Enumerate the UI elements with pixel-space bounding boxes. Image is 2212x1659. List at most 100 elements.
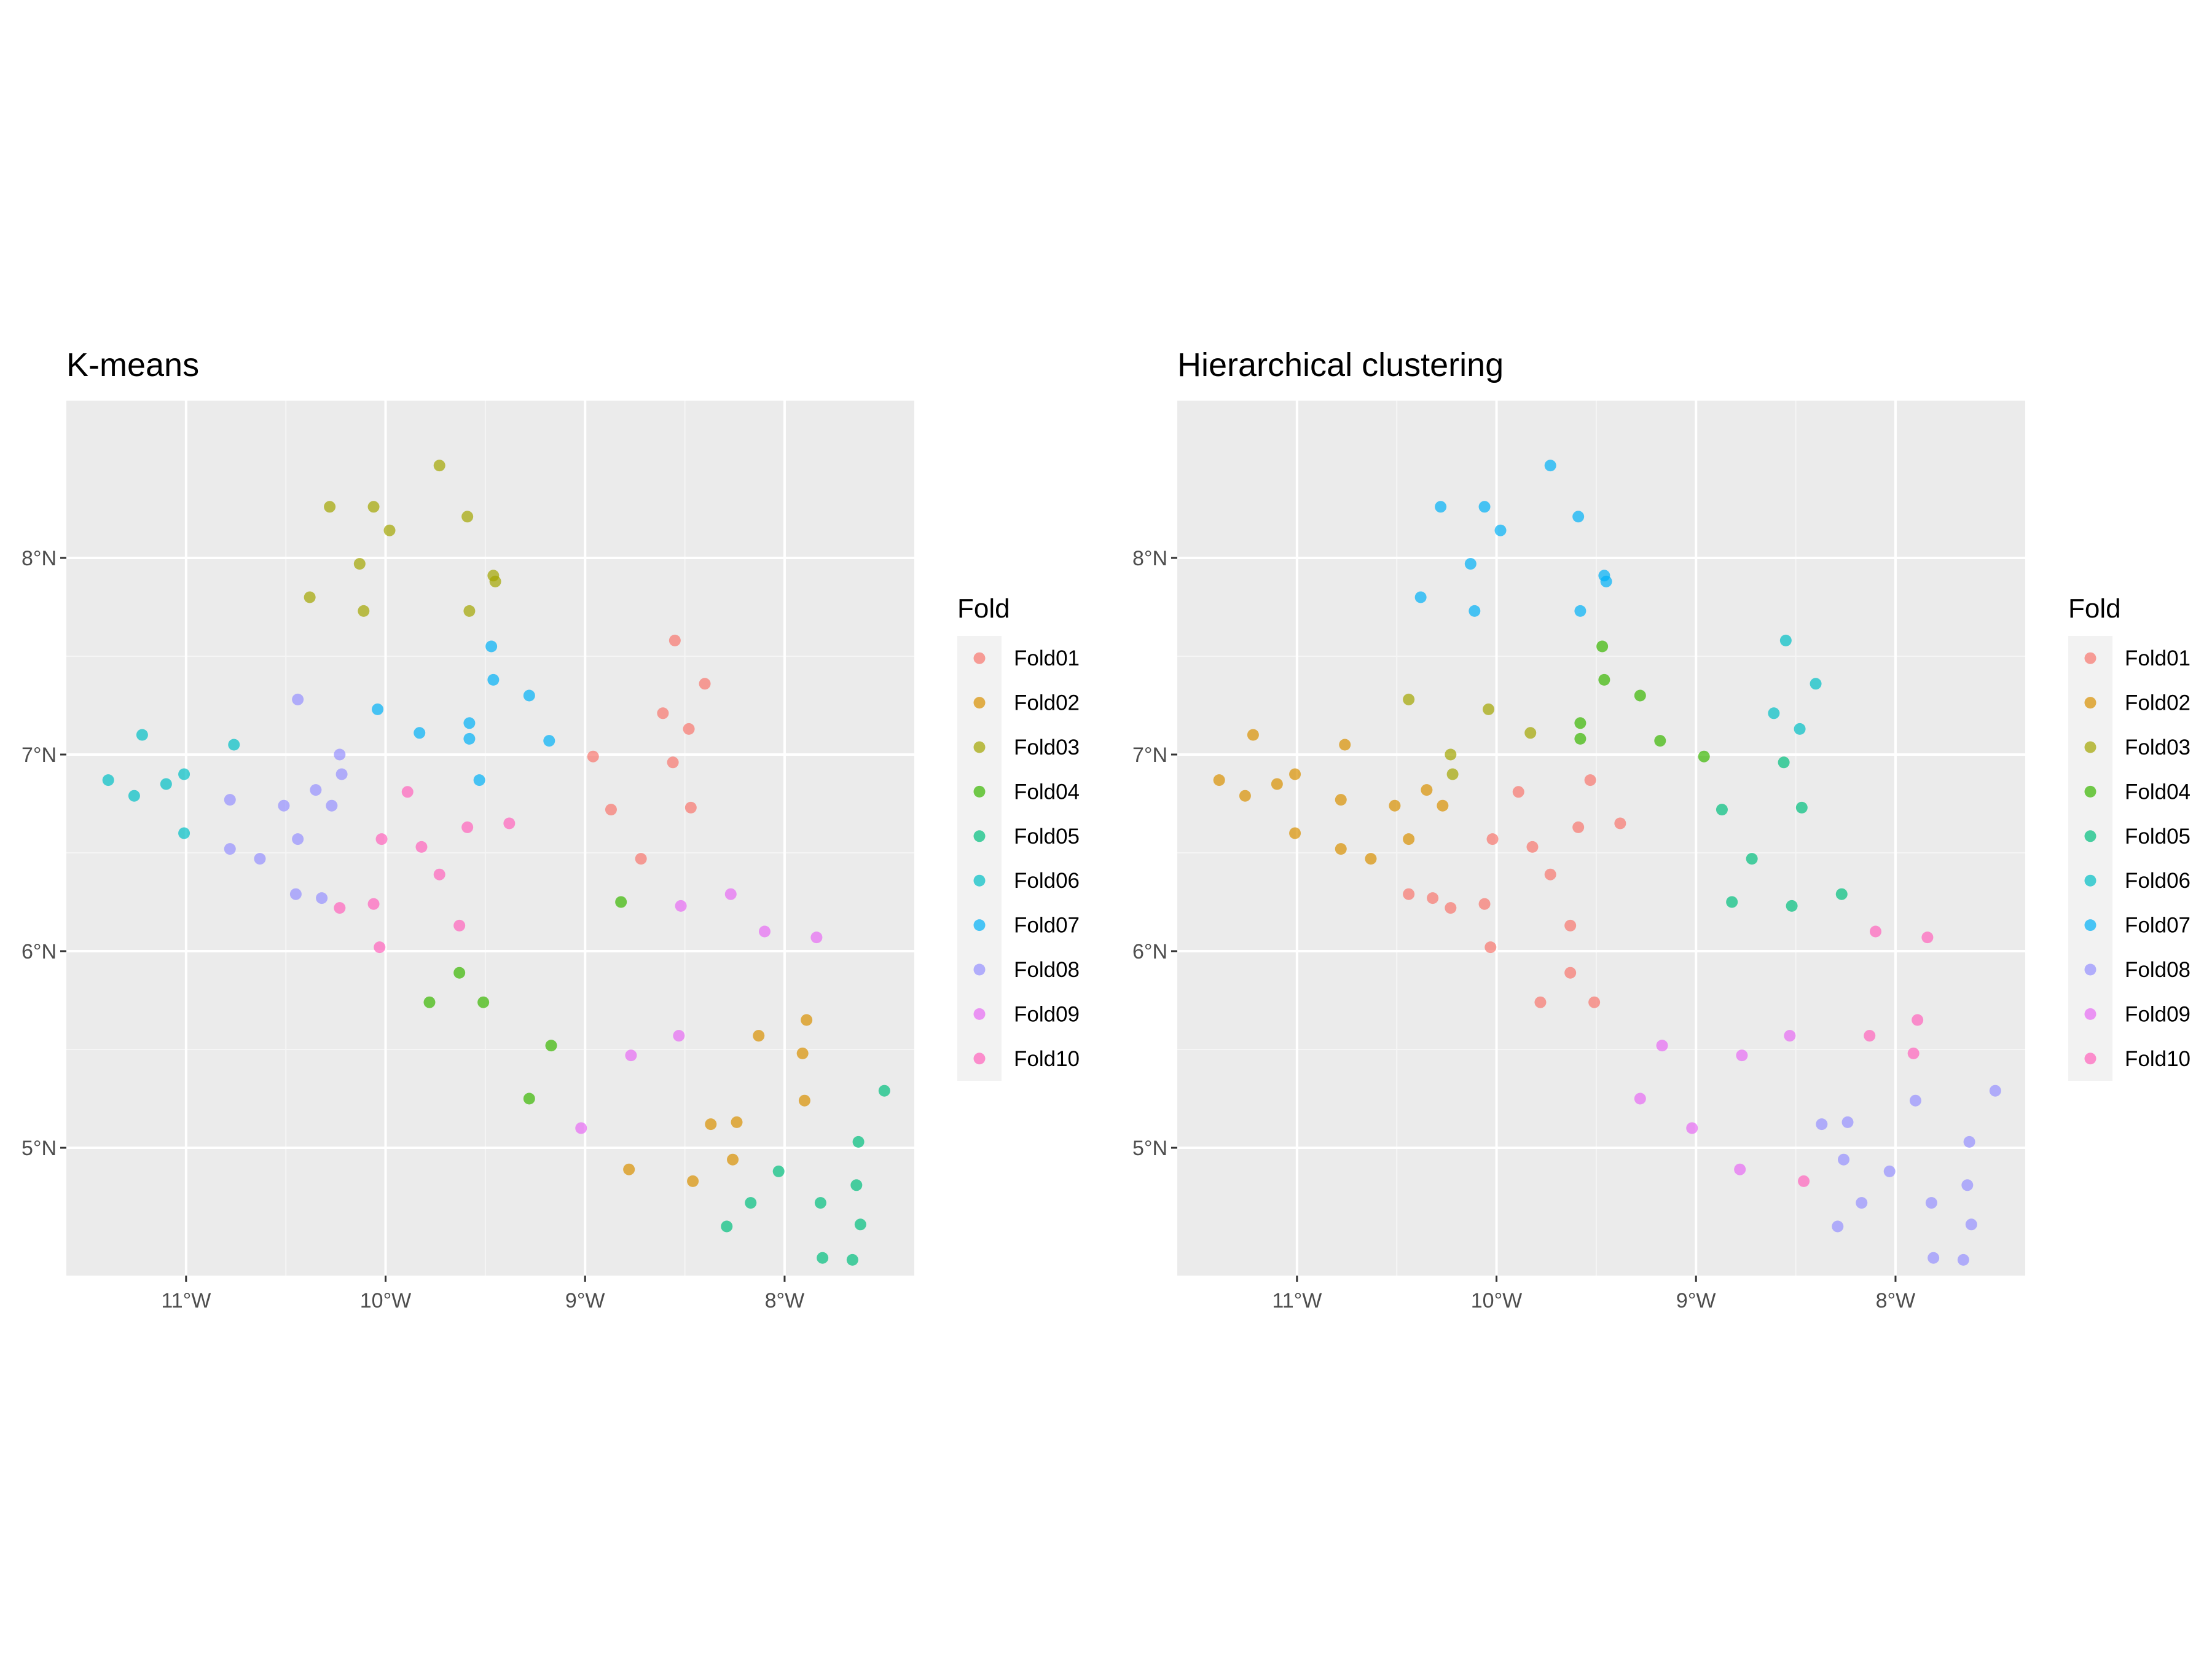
data-point	[657, 707, 669, 720]
x-tick-label: 10°W	[360, 1289, 412, 1312]
data-point	[178, 827, 190, 839]
data-point	[1574, 717, 1586, 729]
data-point	[1909, 1094, 1921, 1107]
data-point	[1816, 1118, 1828, 1131]
data-point	[1786, 900, 1798, 912]
legend-label: Fold07	[2125, 914, 2190, 938]
data-point	[796, 1047, 809, 1059]
legend-key	[973, 741, 986, 753]
data-point	[667, 756, 679, 769]
data-point	[1339, 739, 1351, 751]
data-point	[854, 1218, 866, 1231]
series-fold05	[1716, 756, 1848, 912]
data-point	[817, 1252, 829, 1264]
data-point	[1963, 1135, 1975, 1148]
data-point	[1883, 1165, 1896, 1177]
data-point	[753, 1030, 765, 1042]
y-tick-label: 8°N	[22, 547, 57, 570]
data-point	[575, 1122, 587, 1134]
legend-key	[973, 1008, 986, 1020]
series-fold08	[224, 693, 348, 904]
data-point	[335, 768, 348, 780]
data-point	[1564, 919, 1577, 931]
legend-label: Fold10	[1014, 1047, 1080, 1071]
series-fold09	[1634, 1030, 1796, 1175]
data-point	[1414, 591, 1427, 603]
data-point	[1403, 833, 1415, 845]
data-point	[1271, 778, 1283, 790]
data-point	[473, 774, 485, 786]
y-tick-label: 7°N	[1132, 743, 1167, 767]
data-point	[1921, 931, 1934, 944]
chart-panel-2: Hierarchical clustering 11°W 10°W 9°W 8°W 5°N…	[1132, 347, 2190, 1312]
data-point	[228, 739, 240, 751]
data-point	[1716, 804, 1728, 816]
data-point	[615, 896, 627, 908]
data-point	[669, 634, 681, 646]
legend-label: Fold06	[1014, 869, 1080, 893]
series-fold05	[721, 1084, 890, 1266]
data-point	[423, 996, 436, 1008]
data-point	[1784, 1030, 1796, 1042]
data-point	[304, 591, 316, 603]
legend-key	[2084, 652, 2096, 664]
data-point	[1574, 605, 1586, 617]
data-point	[353, 558, 366, 570]
legend-key	[2084, 919, 2096, 931]
series-fold03	[304, 460, 501, 617]
data-point	[846, 1253, 858, 1266]
data-point	[375, 833, 388, 845]
data-point	[1289, 768, 1301, 780]
data-point	[1486, 833, 1499, 845]
data-point	[1654, 735, 1666, 747]
data-point	[415, 841, 428, 853]
legend-label: Fold03	[1014, 735, 1080, 759]
data-point	[367, 501, 380, 513]
data-point	[1961, 1179, 1974, 1191]
y-tick-label: 5°N	[1132, 1137, 1167, 1160]
data-point	[1596, 640, 1609, 653]
data-point	[705, 1118, 717, 1131]
data-point	[461, 821, 474, 833]
legend-label: Fold02	[1014, 691, 1080, 715]
data-point	[1614, 817, 1626, 830]
data-point	[721, 1220, 733, 1233]
data-point	[1584, 774, 1596, 786]
data-point	[1435, 501, 1447, 513]
series-fold02	[623, 1014, 813, 1187]
legend-key	[973, 1053, 986, 1065]
data-point	[1907, 1047, 1920, 1059]
data-point	[1213, 774, 1225, 786]
data-point	[635, 853, 647, 865]
data-point	[684, 801, 697, 814]
x-tick-label: 10°W	[1471, 1289, 1523, 1312]
legend-key	[2084, 874, 2096, 887]
data-point	[1838, 1153, 1850, 1166]
data-point	[852, 1135, 865, 1148]
series-fold01	[1403, 774, 1626, 1008]
data-point	[453, 967, 466, 979]
data-point	[1289, 827, 1301, 839]
data-point	[1239, 790, 1251, 802]
data-point	[814, 1197, 826, 1209]
data-point	[1478, 501, 1491, 513]
data-point	[1656, 1040, 1668, 1052]
data-point	[1403, 888, 1415, 900]
data-point	[1779, 634, 1792, 646]
legend-key-background	[957, 636, 1002, 1081]
legend-label: Fold09	[2125, 1002, 2190, 1026]
chart-title: Hierarchical clustering	[1177, 347, 1504, 383]
data-point	[545, 1040, 557, 1052]
legend-label: Fold04	[2125, 780, 2190, 804]
data-point	[605, 804, 617, 816]
data-point	[358, 605, 370, 617]
data-point	[324, 501, 336, 513]
plot-background	[1177, 401, 2025, 1276]
legend-key	[2084, 697, 2096, 709]
data-point	[745, 1197, 757, 1209]
legend-label: Fold02	[2125, 691, 2190, 715]
series-fold04	[1574, 640, 1710, 763]
legend-key	[2084, 963, 2096, 976]
legend-key	[973, 830, 986, 842]
series-fold02	[1213, 729, 1449, 865]
